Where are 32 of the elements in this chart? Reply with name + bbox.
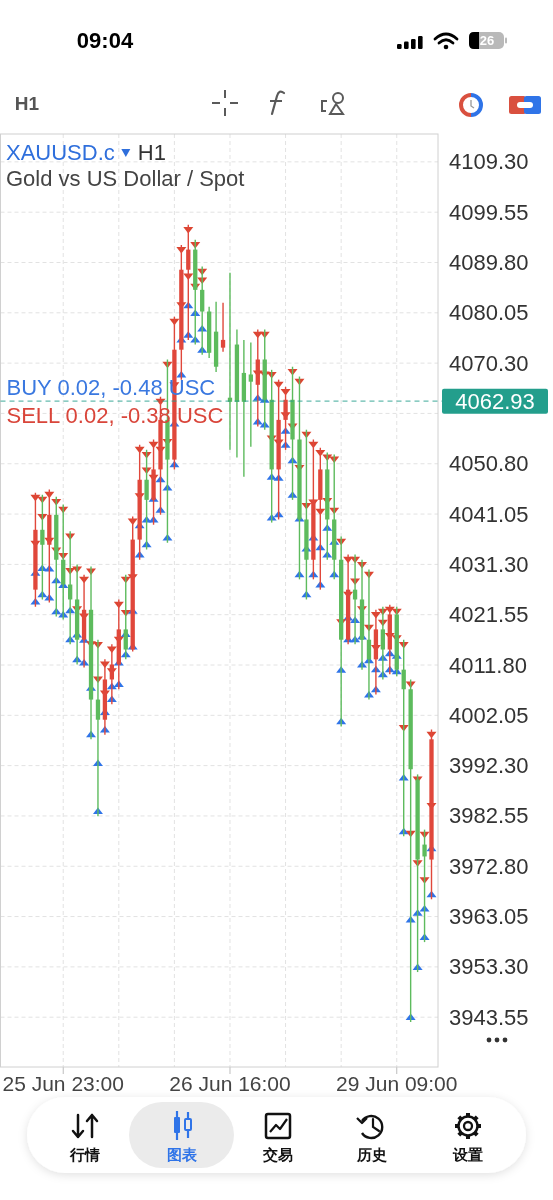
y-tick-label: 4041.05 xyxy=(449,501,529,527)
y-tick-label: 3972.80 xyxy=(449,853,529,879)
x-tick-label: 26 Jun 16:00 xyxy=(169,1072,291,1095)
y-tick-label: 3963.05 xyxy=(449,904,529,930)
chart-title: XAUUSD.c xyxy=(6,140,115,165)
y-tick-label: 4002.05 xyxy=(449,702,529,728)
annotation: H1 xyxy=(137,140,166,165)
y-tick-label: 3982.55 xyxy=(449,803,529,829)
y-tick-label: 3943.55 xyxy=(449,1004,529,1030)
text: 设置 xyxy=(452,1146,483,1163)
y-tick-label: 4021.55 xyxy=(449,602,529,628)
y-tick-label: 4070.30 xyxy=(449,350,529,376)
text: 历史 xyxy=(356,1146,387,1163)
ref-line-label: 4062.93 xyxy=(455,388,535,414)
y-tick-label: 4031.30 xyxy=(449,551,529,577)
y-tick-label: 4089.80 xyxy=(449,249,529,275)
y-tick-label: 4011.80 xyxy=(449,652,527,678)
y-tick-label: 4050.80 xyxy=(449,451,529,477)
text: Gold vs US Dollar / Spot xyxy=(6,166,245,191)
y-tick-label: 3953.30 xyxy=(449,954,529,980)
y-tick-label: 4099.55 xyxy=(449,199,529,225)
y-tick-label: 4109.30 xyxy=(449,149,529,175)
y-tick-label: 4080.05 xyxy=(449,300,529,326)
y-tick-label: 3992.30 xyxy=(449,753,529,779)
text: 26 xyxy=(479,33,495,48)
x-tick-label: 29 Jun 09:00 xyxy=(336,1072,458,1095)
text: 行情 xyxy=(69,1146,100,1163)
x-tick-label: 25 Jun 23:00 xyxy=(2,1072,124,1095)
text: 交易 xyxy=(262,1146,293,1163)
text: 09:04 xyxy=(76,28,134,53)
text: 图表 xyxy=(167,1146,198,1163)
text: H1 xyxy=(14,93,40,114)
